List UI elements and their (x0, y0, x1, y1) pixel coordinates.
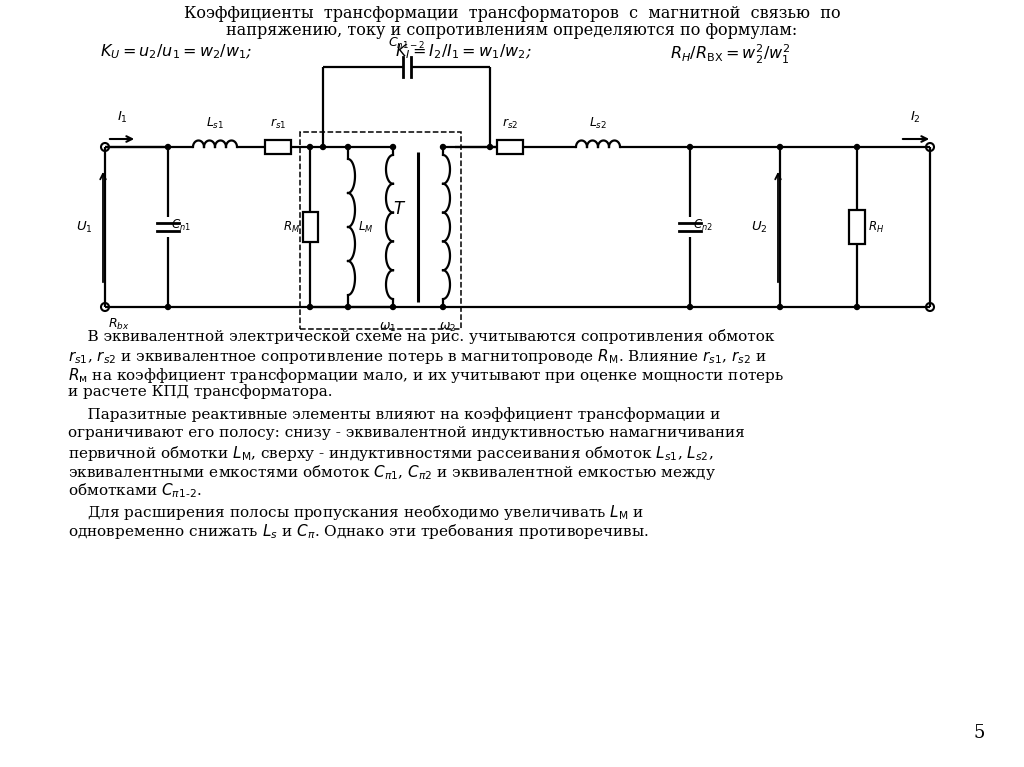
Text: $L_M$: $L_M$ (358, 219, 374, 235)
Text: $C_{n1}$: $C_{n1}$ (171, 218, 190, 232)
Text: $L_{s2}$: $L_{s2}$ (589, 116, 607, 131)
Text: $I_1$: $I_1$ (117, 110, 127, 125)
Text: $r_{s1}$: $r_{s1}$ (269, 117, 287, 131)
Circle shape (854, 304, 859, 310)
Circle shape (777, 304, 782, 310)
Text: $r_{s1}$, $r_{s2}$ и эквивалентное сопротивление потерь в магнитопроводе $R_\mat: $r_{s1}$, $r_{s2}$ и эквивалентное сопро… (68, 347, 767, 367)
Text: $R_\mathrm{м}$ на коэффициент трансформации мало, и их учитывают при оценке мощн: $R_\mathrm{м}$ на коэффициент трансформа… (68, 366, 784, 385)
Text: Коэффициенты  трансформации  трансформаторов  с  магнитной  связью  по: Коэффициенты трансформации трансформатор… (183, 5, 841, 22)
Text: напряжению, току и сопротивлениям определяются по формулам:: напряжению, току и сопротивлениям опреде… (226, 22, 798, 39)
Text: одновременно снижать $L_s$ и $C_\pi$. Однако эти требования противоречивы.: одновременно снижать $L_s$ и $C_\pi$. Од… (68, 522, 649, 541)
Circle shape (487, 144, 493, 150)
Circle shape (345, 144, 350, 150)
Circle shape (390, 304, 395, 310)
Circle shape (854, 144, 859, 150)
Bar (300, 132, 461, 329)
Text: $T$: $T$ (393, 200, 407, 218)
Circle shape (345, 304, 350, 310)
Text: Паразитные реактивные элементы влияют на коэффициент трансформации и: Паразитные реактивные элементы влияют на… (68, 407, 720, 422)
Circle shape (321, 144, 326, 150)
Text: Для расширения полосы пропускания необходимо увеличивать $L_\mathrm{M}$ и: Для расширения полосы пропускания необхо… (68, 503, 644, 522)
Circle shape (166, 304, 171, 310)
Text: $L_{s1}$: $L_{s1}$ (206, 116, 224, 131)
Text: $U_2$: $U_2$ (752, 219, 768, 235)
Circle shape (687, 304, 692, 310)
Circle shape (440, 144, 445, 150)
Circle shape (307, 304, 312, 310)
Text: $\omega_2$: $\omega_2$ (439, 321, 457, 334)
Circle shape (390, 144, 395, 150)
Text: 5: 5 (974, 724, 985, 742)
Text: $C_{n2}$: $C_{n2}$ (693, 218, 713, 232)
Bar (849, 210, 865, 244)
Text: $C_{n1-2}$: $C_{n1-2}$ (388, 36, 425, 51)
Text: $I_2$: $I_2$ (909, 110, 921, 125)
Circle shape (307, 144, 312, 150)
Text: обмотками $C_{\pi1\text{-}2}$.: обмотками $C_{\pi1\text{-}2}$. (68, 481, 202, 499)
Text: $K_U=u_2/u_1=w_2/w_1$;: $K_U=u_2/u_1=w_2/w_1$; (100, 43, 253, 61)
Text: $\omega_1$: $\omega_1$ (380, 321, 396, 334)
Bar (265, 140, 291, 154)
Text: В эквивалентной электрической схеме на рис. учитываются сопротивления обмоток: В эквивалентной электрической схеме на р… (68, 329, 774, 344)
Bar (302, 212, 317, 242)
Circle shape (777, 144, 782, 150)
Text: эквивалентными емкостями обмоток $C_{\pi1}$, $C_{\pi2}$ и эквивалентной емкостью: эквивалентными емкостями обмоток $C_{\pi… (68, 463, 716, 482)
Bar (497, 140, 523, 154)
Circle shape (687, 144, 692, 150)
Text: $U_1$: $U_1$ (77, 219, 93, 235)
Text: $r_{s2}$: $r_{s2}$ (502, 117, 518, 131)
Text: $R_H$: $R_H$ (868, 219, 884, 235)
Text: и расчете КПД трансформатора.: и расчете КПД трансформатора. (68, 384, 333, 400)
Text: $K_I=I_2/I_1=w_1/w_2$;: $K_I=I_2/I_1=w_1/w_2$; (395, 43, 531, 61)
Circle shape (440, 304, 445, 310)
Text: первичной обмотки $L_\mathrm{M}$, сверху - индуктивностями рассеивания обмоток $: первичной обмотки $L_\mathrm{M}$, сверху… (68, 444, 714, 463)
Text: $R_{bx}$: $R_{bx}$ (108, 317, 129, 332)
Text: $R_H/R_{\mathrm{BX}}=w_2^2/w_1^2$: $R_H/R_{\mathrm{BX}}=w_2^2/w_1^2$ (670, 43, 791, 66)
Text: $R_M$: $R_M$ (283, 219, 300, 235)
Text: ограничивают его полосу: снизу - эквивалентной индуктивностью намагничивания: ограничивают его полосу: снизу - эквивал… (68, 426, 744, 439)
Circle shape (166, 144, 171, 150)
